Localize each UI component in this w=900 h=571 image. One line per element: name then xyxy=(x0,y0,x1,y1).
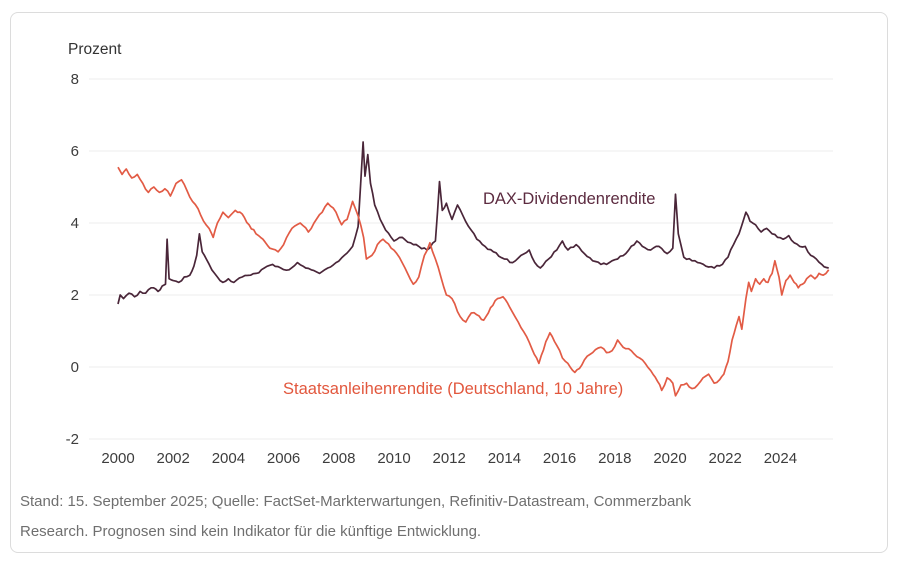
x-tick-label: 2012 xyxy=(433,450,466,467)
y-tick-label: 8 xyxy=(71,71,79,88)
series-label-bund-10y-yield: Staatsanleihenrendite (Deutschland, 10 J… xyxy=(283,380,623,398)
x-tick-label: 2016 xyxy=(543,450,576,467)
chart-area: Prozent 8 6 4 2 0 -2 2000 2002 2004 2006 2008 2010 20… xyxy=(11,13,889,475)
x-tick-label: 2008 xyxy=(322,450,355,467)
y-tick-label: 6 xyxy=(71,143,79,160)
y-tick-label: 2 xyxy=(71,287,79,304)
x-tick-label: 2002 xyxy=(157,450,190,467)
x-tick-label: 2000 xyxy=(101,450,134,467)
x-tick-label: 2006 xyxy=(267,450,300,467)
y-tick-label: 0 xyxy=(71,359,79,376)
x-tick-label: 2004 xyxy=(212,450,245,467)
chart-canvas: Prozent 8 6 4 2 0 -2 2000 2002 2004 2006 2008 2010 20… xyxy=(66,41,833,467)
series-line-bund-10y-yield xyxy=(117,166,830,397)
y-tick-label: -2 xyxy=(66,431,79,448)
x-tick-label: 2024 xyxy=(764,450,797,467)
x-tick-label: 2020 xyxy=(653,450,686,467)
series-label-dax-dividend-yield: DAX-Dividendenrendite xyxy=(483,190,655,208)
source-note-line1: Stand: 15. September 2025; Quelle: FactS… xyxy=(20,493,692,510)
chart-card: Prozent 8 6 4 2 0 -2 2000 2002 2004 2006 2008 2010 20… xyxy=(10,12,888,553)
x-tick-label: 2018 xyxy=(598,450,631,467)
x-tick-label: 2022 xyxy=(709,450,742,467)
x-tick-label: 2014 xyxy=(488,450,521,467)
x-tick-label: 2010 xyxy=(377,450,410,467)
y-axis-unit-label: Prozent xyxy=(68,41,122,58)
source-note: Stand: 15. September 2025; Quelle: FactS… xyxy=(20,487,870,547)
source-note-line2: Research. Prognosen sind kein Indikator … xyxy=(20,523,482,540)
series-line-dax-dividend-yield xyxy=(117,141,829,305)
y-tick-label: 4 xyxy=(71,215,79,232)
